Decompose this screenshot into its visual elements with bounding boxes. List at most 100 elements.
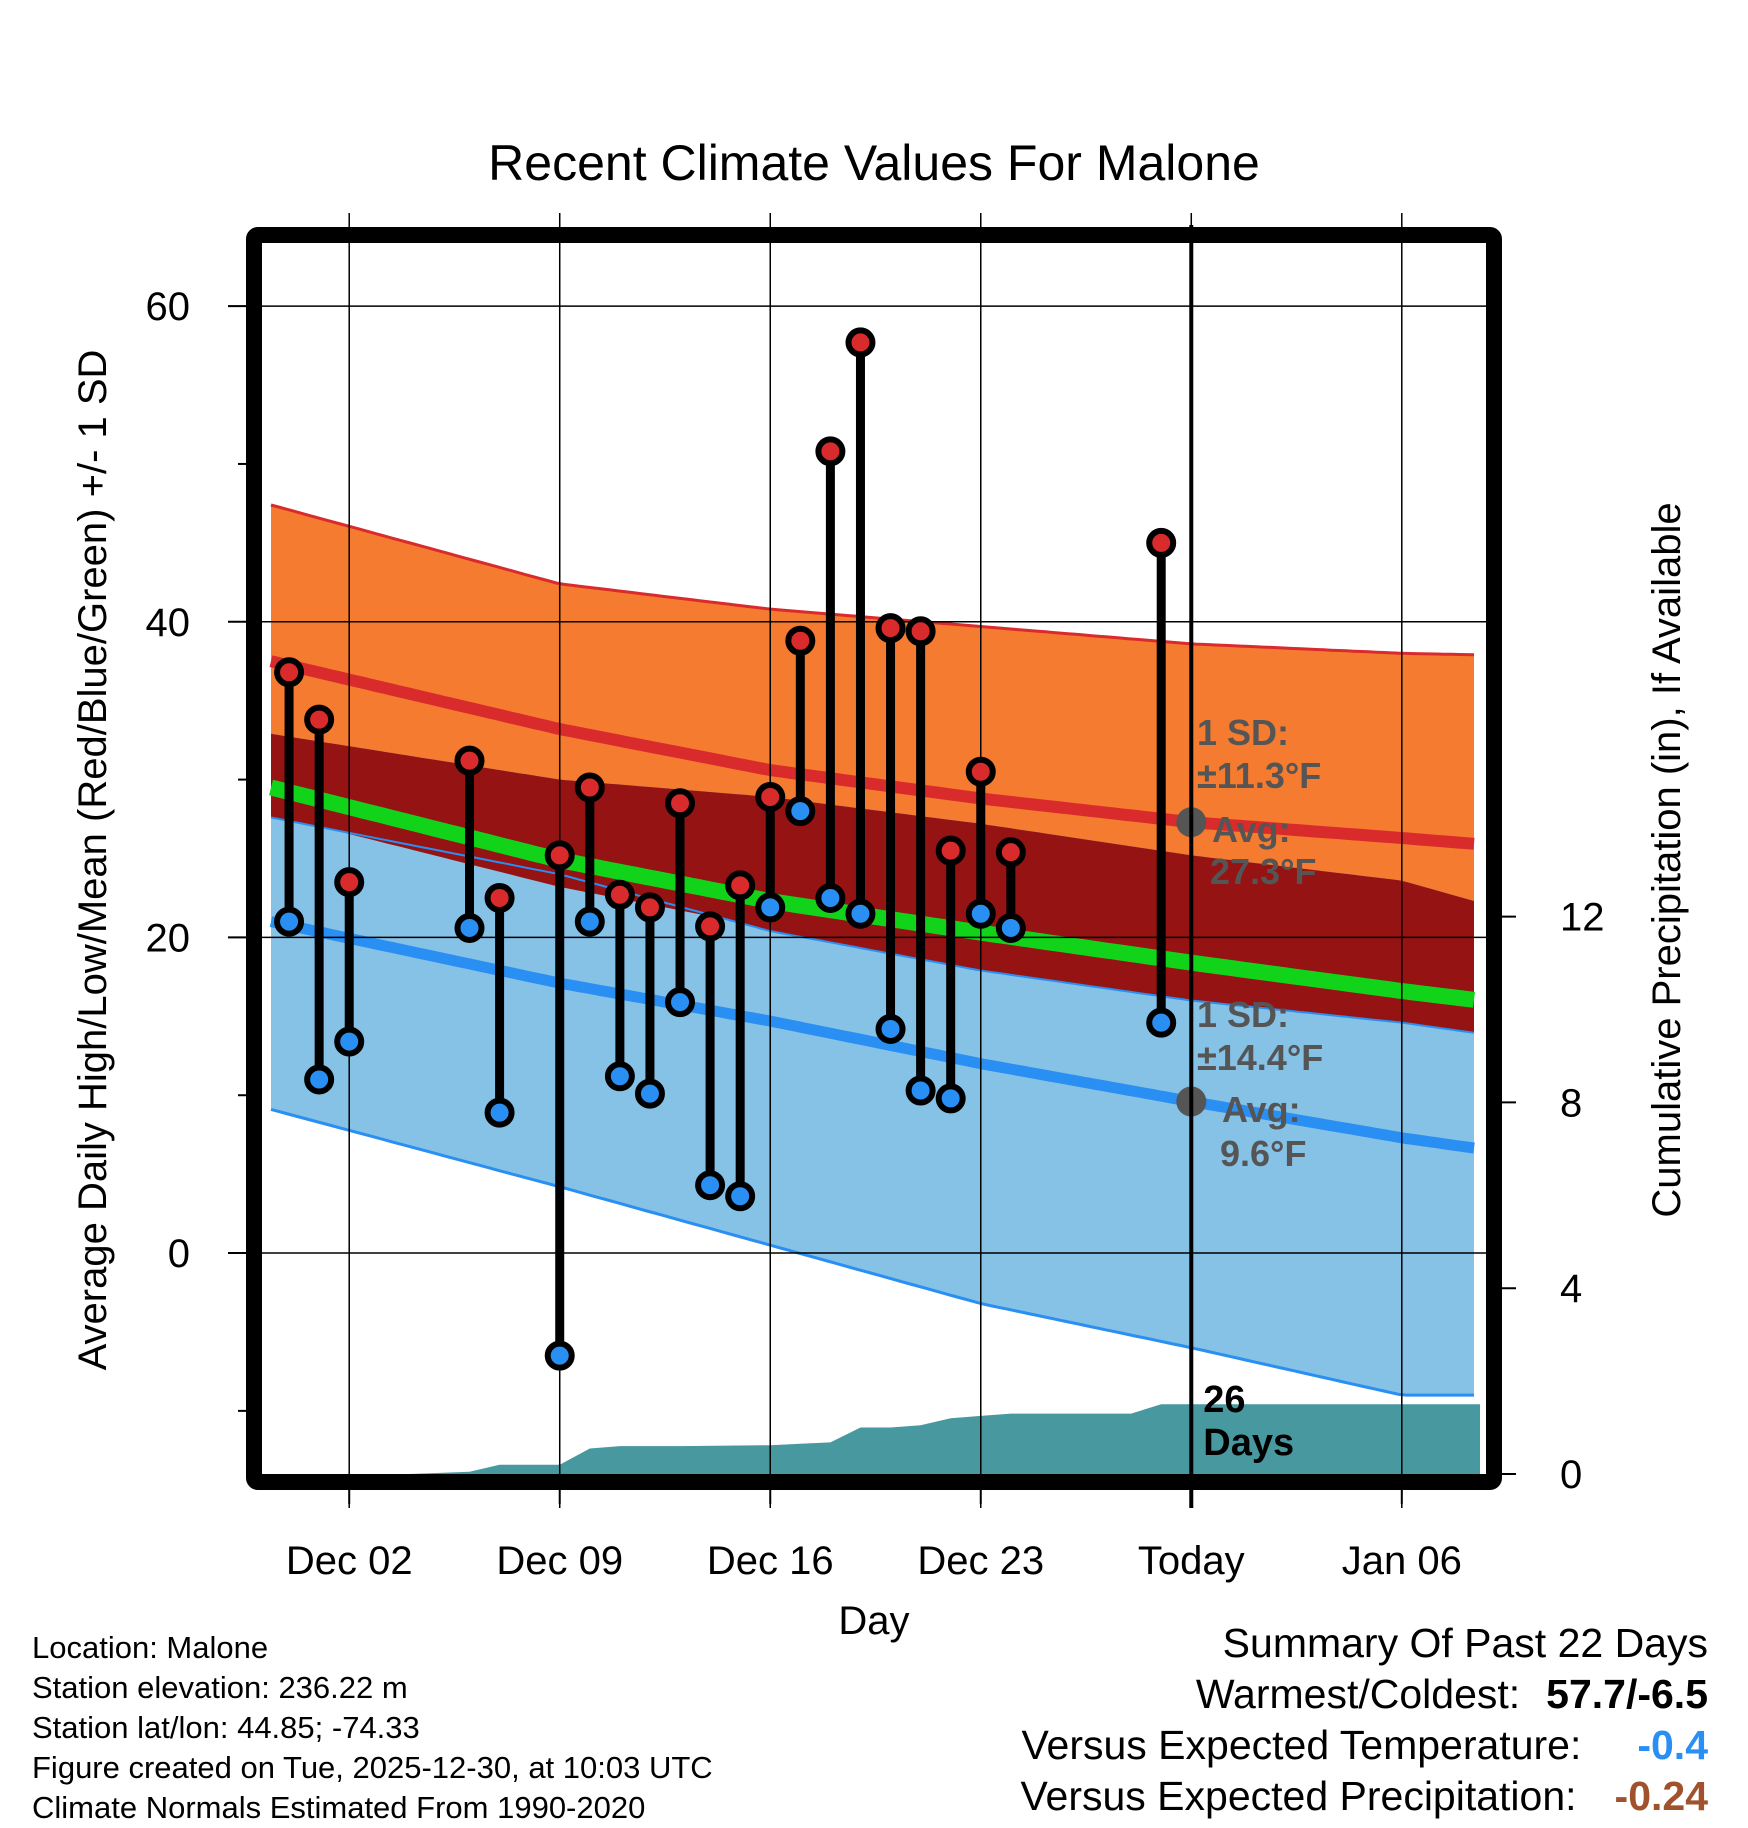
low-sd-value: ±14.4°F [1197, 1037, 1323, 1078]
temp-label: Versus Expected Temperature: [1021, 1722, 1582, 1768]
high-avg-label: Avg: [1212, 809, 1291, 850]
low-point [875, 1013, 906, 1044]
high-point [935, 835, 966, 866]
low-point [965, 898, 996, 929]
low-point [755, 892, 786, 923]
chart-title: Recent Climate Values For Malone [488, 135, 1260, 191]
low-point [574, 906, 605, 937]
precip-row: Versus Expected Precipitation: -0.24 [1020, 1771, 1708, 1822]
high-point [454, 745, 485, 776]
high-point [304, 704, 335, 735]
elevation-text: Station elevation: 236.22 m [32, 1670, 408, 1705]
low-point [665, 987, 696, 1018]
high-sd-value: ±11.3°F [1197, 755, 1321, 796]
low-point [484, 1097, 515, 1128]
x-tick-label: Today [1138, 1539, 1245, 1583]
low-point [695, 1170, 726, 1201]
low-point [304, 1064, 335, 1095]
high-point [695, 911, 726, 942]
low-point [274, 906, 305, 937]
summary-title: Summary Of Past 22 Days [1222, 1620, 1708, 1666]
low-point [634, 1078, 665, 1109]
high-point [1146, 527, 1177, 558]
high-point [845, 327, 876, 358]
created-text: Figure created on Tue, 2025-12-30, at 10… [32, 1750, 713, 1785]
x-tick-label: Dec 23 [917, 1539, 1044, 1583]
high-point [544, 840, 575, 871]
warm-cold-value: 57.7/-6.5 [1546, 1671, 1708, 1717]
high-point [334, 867, 365, 898]
y-axis-label-right: Cumulative Precipitation (in), If Availa… [1645, 502, 1689, 1217]
low-point [725, 1181, 756, 1212]
high-point [665, 788, 696, 819]
y-right-tick-label: 8 [1560, 1081, 1582, 1125]
low-point [845, 898, 876, 929]
high-point [484, 882, 515, 913]
high-point [725, 870, 756, 901]
high-sd-label: 1 SD: [1197, 712, 1289, 753]
low-mean-line [269, 916, 1475, 1154]
location-text: Location: Malone [32, 1630, 269, 1665]
x-axis-label: Day [838, 1599, 909, 1643]
x-tick-label: Jan 06 [1342, 1539, 1462, 1583]
low-point [935, 1083, 966, 1114]
low-point [334, 1026, 365, 1057]
high-point [965, 756, 996, 787]
low-point [544, 1340, 575, 1371]
y-tick-label: 0 [168, 1232, 190, 1276]
low-point [995, 912, 1026, 943]
x-tick-label: Dec 02 [286, 1539, 413, 1583]
temp-value: -0.4 [1637, 1722, 1708, 1768]
high-point [815, 436, 846, 467]
x-tick-label: Dec 09 [496, 1539, 623, 1583]
plot-border [246, 227, 1502, 1490]
observations [274, 327, 1177, 1371]
low-point [1146, 1007, 1177, 1038]
high-point [755, 781, 786, 812]
high-point [995, 837, 1026, 868]
days-unit-label: Days [1203, 1422, 1294, 1464]
low-sd-label: 1 SD: [1197, 994, 1289, 1035]
high-point [574, 772, 605, 803]
y-right-tick-label: 4 [1560, 1267, 1582, 1311]
low-avg-value: 9.6°F [1220, 1133, 1306, 1174]
low-point [604, 1061, 635, 1092]
station-info: Location: Malone Station elevation: 236.… [32, 1628, 713, 1828]
warm-cold-row: Warmest/Coldest: 57.7/-6.5 [1020, 1669, 1708, 1720]
high-point [905, 616, 936, 647]
y-tick-label: 60 [146, 285, 191, 329]
temp-row: Versus Expected Temperature: -0.4 [1020, 1720, 1708, 1771]
today-marker: 26 Days [1189, 225, 1294, 1508]
precip-label: Versus Expected Precipitation: [1020, 1773, 1577, 1819]
y-right-tick-label: 0 [1560, 1453, 1582, 1497]
high-point [634, 892, 665, 923]
precip-value: -0.24 [1614, 1773, 1708, 1819]
latlon-text: Station lat/lon: 44.85; -74.33 [32, 1710, 420, 1745]
low-point [454, 912, 485, 943]
high-point [785, 625, 816, 656]
high-avg-value: 27.3°F [1210, 851, 1316, 892]
normals-text: Climate Normals Estimated From 1990-2020 [32, 1790, 646, 1825]
y-right-tick-label: 12 [1560, 896, 1605, 940]
low-point [785, 796, 816, 827]
low-minus-sd-line [270, 1107, 1474, 1397]
precipitation-area [271, 1404, 1480, 1474]
high-point [274, 657, 305, 688]
days-count-label: 26 [1203, 1379, 1245, 1421]
y-tick-label: 20 [146, 916, 191, 960]
axes: Dec 02 Dec 09 Dec 16 Dec 23 Today Jan 0602040… [146, 285, 1605, 1583]
y-tick-label: 40 [146, 601, 191, 645]
precip-cumulative-area [271, 1404, 1480, 1474]
plot-frame [246, 227, 1502, 1490]
low-point [905, 1075, 936, 1106]
high-point [604, 879, 635, 910]
low-avg-label: Avg: [1222, 1089, 1301, 1130]
y-axis-label-left: Average Daily High/Low/Mean (Red/Blue/Gr… [71, 350, 115, 1371]
high-plus-sd-line [270, 503, 1475, 657]
low-point [815, 882, 846, 913]
x-tick-label: Dec 16 [707, 1539, 834, 1583]
warm-cold-label: Warmest/Coldest: [1195, 1671, 1521, 1717]
normal-annotations: 1 SD: ±11.3°F Avg: 27.3°F 1 SD: ±14.4°F … [1176, 712, 1323, 1174]
high-mean-line [269, 655, 1475, 850]
